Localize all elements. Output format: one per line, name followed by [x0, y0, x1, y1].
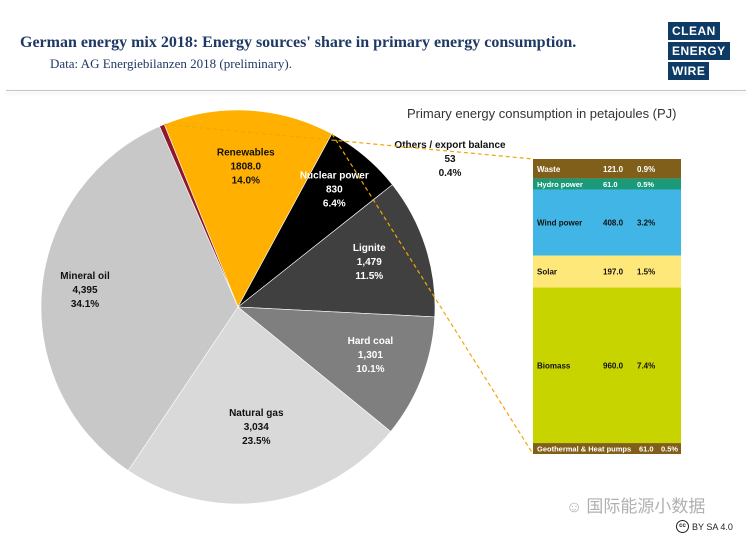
bar-label-geothermal-heat-pumps-value: 61.0	[639, 445, 654, 454]
bar-segment-biomass	[533, 287, 681, 444]
pie-label-nuclear-power-name: Nuclear power	[300, 170, 369, 181]
pie-label-mineral-oil-value: 4,395	[72, 285, 97, 296]
header: German energy mix 2018: Energy sources' …	[0, 0, 754, 94]
unit-label: Primary energy consumption in petajoules…	[407, 106, 677, 121]
pie-slice-natural-gas	[127, 306, 392, 505]
page-title: German energy mix 2018: Energy sources' …	[20, 34, 577, 51]
pie-label-natural-gas-percent: 23.5%	[242, 436, 270, 447]
pie-label-nuclear-power-value: 830	[326, 184, 343, 195]
connector-top	[164, 123, 534, 160]
pie-label-hard-coal-percent: 10.1%	[356, 364, 384, 375]
bar-label-geothermal-heat-pumps-name: Geothermal & Heat pumps	[537, 445, 631, 454]
bar-segment-geothermal-heat-pumps	[533, 443, 681, 454]
pie-slice-mineral-oil	[40, 125, 239, 471]
license-text: BY SA 4.0	[692, 521, 733, 532]
bar-label-wind-power-value: 408.0	[603, 219, 624, 228]
logo-line-3: WIRE	[668, 62, 710, 80]
bar-label-hydro-power-percent: 0.5%	[637, 180, 654, 189]
cc-icon: cc	[676, 520, 689, 533]
pie-label-others-export-balance-percent: 0.4%	[439, 168, 462, 179]
pie-label-others-export-balance-value: 53	[444, 154, 456, 165]
bar-label-biomass-percent: 7.4%	[637, 361, 655, 370]
bar-label-solar-percent: 1.5%	[637, 268, 655, 277]
pie-label-mineral-oil-percent: 34.1%	[71, 299, 99, 310]
bar-label-solar-name: Solar	[537, 268, 557, 277]
clean-energy-wire-logo: CLEAN ENERGY WIRE	[668, 22, 730, 82]
watermark: ☺ 国际能源小数据	[566, 492, 705, 517]
logo-line-2: ENERGY	[668, 42, 730, 60]
pie-label-lignite-name: Lignite	[353, 243, 386, 254]
bar-label-wind-power-name: Wind power	[537, 219, 582, 228]
pie-label-natural-gas-value: 3,034	[244, 422, 269, 433]
bar-segment-solar	[533, 255, 681, 288]
pie-label-hard-coal-name: Hard coal	[348, 336, 394, 347]
pie-label-lignite-percent: 11.5%	[355, 271, 383, 282]
bar-segment-hydro-power	[533, 178, 681, 190]
pie-label-nuclear-power-percent: 6.4%	[323, 198, 346, 209]
bar-label-wind-power-percent: 3.2%	[637, 219, 655, 228]
pie-slice-lignite	[237, 184, 436, 318]
pie-slice-hard-coal	[237, 306, 436, 432]
pie-label-hard-coal-value: 1,301	[358, 350, 383, 361]
logo-line-1: CLEAN	[668, 22, 720, 40]
license: cc BY SA 4.0	[676, 520, 733, 533]
pie-label-others-export-balance-name: Others / export balance	[394, 140, 506, 151]
bar-label-hydro-power-value: 61.0	[603, 180, 618, 189]
pie-label-renewables-name: Renewables	[217, 147, 275, 158]
connector-bottom	[331, 133, 534, 455]
pie-label-mineral-oil-name: Mineral oil	[60, 271, 110, 282]
watermark-text: 国际能源小数据	[586, 497, 706, 516]
pie-label-renewables-value: 1808.0	[231, 161, 262, 172]
pie-slice-renewables	[163, 109, 333, 308]
pie-label-lignite-value: 1,479	[357, 257, 382, 268]
bar-label-biomass-value: 960.0	[603, 361, 624, 370]
bar-label-waste-name: Waste	[537, 165, 561, 174]
bar-label-geothermal-heat-pumps-percent: 0.5%	[661, 445, 678, 454]
bar-segment-wind-power	[533, 189, 681, 256]
bar-label-waste-percent: 0.9%	[637, 165, 655, 174]
bar-label-biomass-name: Biomass	[537, 361, 571, 370]
bar-label-hydro-power-name: Hydro power	[537, 180, 583, 189]
bar-label-waste-value: 121.0	[603, 165, 624, 174]
pie-label-natural-gas-name: Natural gas	[229, 408, 284, 419]
bar-segment-waste	[533, 159, 681, 179]
pie-label-renewables-percent: 14.0%	[232, 175, 260, 186]
page-subtitle: Data: AG Energiebilanzen 2018 (prelimina…	[50, 56, 292, 71]
header-divider	[6, 90, 746, 91]
wechat-icon: ☺	[566, 499, 583, 516]
bar-label-solar-value: 197.0	[603, 268, 624, 277]
